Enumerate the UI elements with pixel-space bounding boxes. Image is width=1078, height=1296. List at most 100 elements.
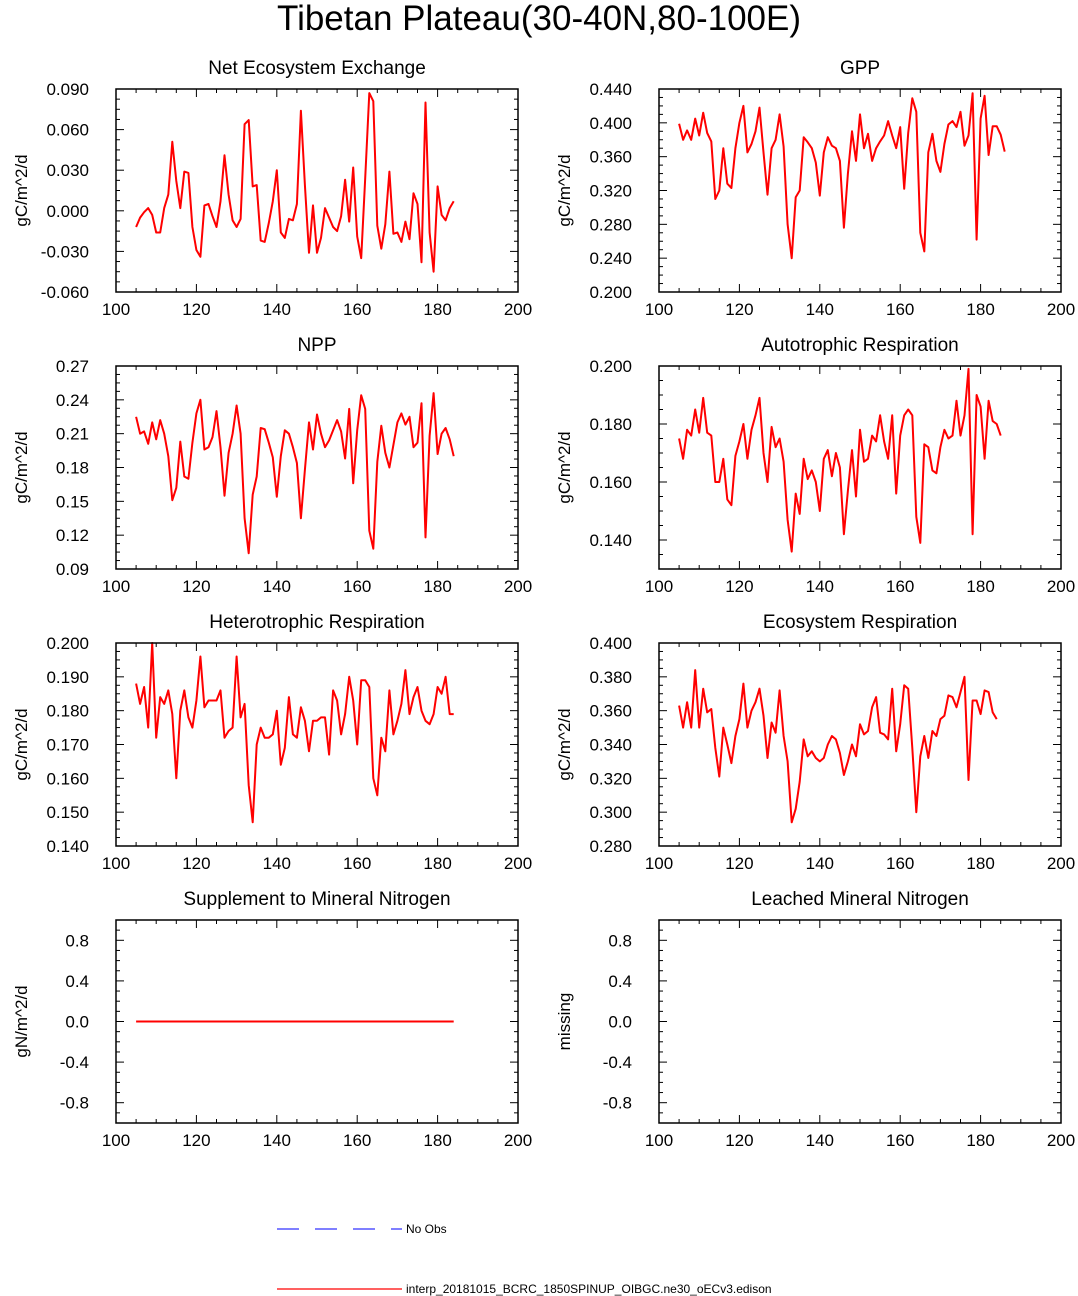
y-tick-label: 0.09: [56, 560, 89, 579]
y-tick-label: -0.8: [603, 1094, 632, 1113]
y-tick-label: 0.360: [589, 148, 632, 167]
y-tick-label: 0.12: [56, 526, 89, 545]
autotrophic-respiration-ylabel: gC/m^2/d: [555, 431, 574, 503]
heterotrophic-respiration-plot-frame: [115, 642, 519, 847]
x-tick-label: 100: [645, 854, 673, 873]
y-tick-label: 0.140: [46, 837, 89, 856]
y-tick-label: 0.200: [589, 283, 632, 302]
y-tick-label: 0.180: [589, 415, 632, 434]
gpp-series-line: [678, 92, 1006, 260]
panel-supplement-to-mineral-nitrogen: Supplement to Mineral Nitrogen gN/m^2/d 10…: [12, 889, 532, 1150]
panel-leached-mineral-nitrogen: Leached Mineral Nitrogen missing 100 120 140…: [555, 889, 1075, 1150]
x-tick-label: 180: [966, 300, 994, 319]
panel-npp: NPP gC/m^2/d 100 120 140 160 180 200 0.09 0.12 0.1…: [12, 335, 532, 596]
leached-mineral-nitrogen-title: Leached Mineral Nitrogen: [751, 889, 969, 910]
ecosystem-respiration-plot-frame: [658, 642, 1062, 847]
x-tick-label: 180: [966, 1131, 994, 1150]
x-tick-label: 120: [182, 577, 210, 596]
leached-mineral-nitrogen-plot-frame: [658, 919, 1062, 1124]
y-tick-label: 0.150: [46, 803, 89, 822]
y-tick-label: 0.400: [589, 114, 632, 133]
npp-plot-frame: [115, 365, 519, 570]
npp-ylabel: gC/m^2/d: [12, 431, 31, 503]
y-tick-label: 0.4: [608, 972, 632, 991]
legend-label-1: No Obs: [406, 1222, 447, 1236]
y-tick-label: 0.280: [589, 837, 632, 856]
y-tick-label: 0.360: [589, 702, 632, 721]
npp-series-line: [135, 392, 455, 555]
x-tick-label: 100: [102, 854, 130, 873]
supplement-to-mineral-nitrogen-plot-frame: [115, 919, 519, 1124]
x-tick-label: 140: [263, 1131, 291, 1150]
y-tick-label: 0.440: [589, 80, 632, 99]
heterotrophic-respiration-title: Heterotrophic Respiration: [209, 612, 424, 633]
heterotrophic-respiration-series-line: [135, 642, 454, 824]
x-tick-label: 160: [886, 300, 914, 319]
y-tick-label: 0.200: [589, 357, 632, 376]
panel-heterotrophic-respiration: Heterotrophic Respiration gC/m^2/d 100 120 1…: [12, 612, 532, 873]
y-tick-label: -0.4: [60, 1053, 89, 1072]
net-ecosystem-exchange-series-line: [135, 92, 455, 273]
x-tick-label: 200: [1047, 577, 1075, 596]
x-tick-label: 180: [423, 854, 451, 873]
x-tick-label: 200: [1047, 1131, 1075, 1150]
y-tick-label: 0.8: [65, 931, 89, 950]
x-tick-label: 160: [886, 1131, 914, 1150]
autotrophic-respiration-plot-frame: [658, 365, 1062, 570]
net-ecosystem-exchange-plot-frame: [115, 88, 519, 293]
y-tick-label: 0.280: [589, 215, 632, 234]
y-tick-label: -0.4: [603, 1053, 632, 1072]
x-tick-label: 100: [645, 1131, 673, 1150]
y-tick-label: 0.180: [46, 702, 89, 721]
heterotrophic-respiration-ylabel: gC/m^2/d: [12, 708, 31, 780]
x-tick-label: 200: [1047, 854, 1075, 873]
x-tick-label: 180: [423, 300, 451, 319]
x-tick-label: 100: [102, 577, 130, 596]
x-tick-label: 160: [343, 854, 371, 873]
y-tick-label: 0.320: [589, 769, 632, 788]
gpp-title: GPP: [840, 58, 880, 79]
legend-label-2: interp_20181015_BCRC_1850SPINUP_OIBGC.ne…: [406, 1282, 772, 1296]
x-tick-label: 180: [423, 1131, 451, 1150]
y-tick-label: 0.140: [589, 531, 632, 550]
supplement-to-mineral-nitrogen-title: Supplement to Mineral Nitrogen: [183, 889, 450, 910]
ecosystem-respiration-ylabel: gC/m^2/d: [555, 708, 574, 780]
x-tick-label: 140: [263, 300, 291, 319]
autotrophic-respiration-series-line: [678, 367, 1002, 553]
y-tick-label: 0.160: [589, 473, 632, 492]
x-tick-label: 160: [343, 1131, 371, 1150]
x-tick-label: 100: [645, 577, 673, 596]
y-tick-label: -0.060: [41, 283, 89, 302]
x-tick-label: 180: [966, 577, 994, 596]
y-tick-label: 0.380: [589, 668, 632, 687]
y-tick-label: 0.400: [589, 634, 632, 653]
x-tick-label: 120: [182, 300, 210, 319]
x-tick-label: 100: [645, 300, 673, 319]
net-ecosystem-exchange-ylabel: gC/m^2/d: [12, 154, 31, 226]
npp-title: NPP: [297, 335, 336, 356]
y-tick-label: 0.240: [589, 249, 632, 268]
y-tick-label: 0.320: [589, 182, 632, 201]
x-tick-label: 140: [806, 577, 834, 596]
x-tick-label: 100: [102, 1131, 130, 1150]
y-tick-label: 0.0: [65, 1013, 89, 1032]
y-tick-label: 0.340: [589, 736, 632, 755]
panel-net-ecosystem-exchange: Net Ecosystem Exchange gC/m^2/d 100 120 140 1…: [12, 58, 532, 319]
y-tick-label: 0.170: [46, 736, 89, 755]
x-tick-label: 180: [423, 577, 451, 596]
x-tick-label: 120: [725, 1131, 753, 1150]
y-tick-label: 0.060: [46, 121, 89, 140]
y-tick-label: 0.190: [46, 668, 89, 687]
autotrophic-respiration-title: Autotrophic Respiration: [761, 335, 959, 356]
y-tick-label: 0.000: [46, 202, 89, 221]
y-tick-label: 0.030: [46, 161, 89, 180]
panels-group: Net Ecosystem Exchange gC/m^2/d 100 120 140 1…: [12, 58, 1075, 1150]
ecosystem-respiration-series-line: [678, 669, 998, 824]
x-tick-label: 140: [806, 854, 834, 873]
x-tick-label: 120: [182, 854, 210, 873]
y-tick-label: -0.8: [60, 1094, 89, 1113]
figure-title: Tibetan Plateau(30-40N,80-100E): [277, 0, 801, 38]
y-tick-label: 0.200: [46, 634, 89, 653]
leached-mineral-nitrogen-ylabel: missing: [555, 993, 574, 1051]
x-tick-label: 140: [263, 854, 291, 873]
